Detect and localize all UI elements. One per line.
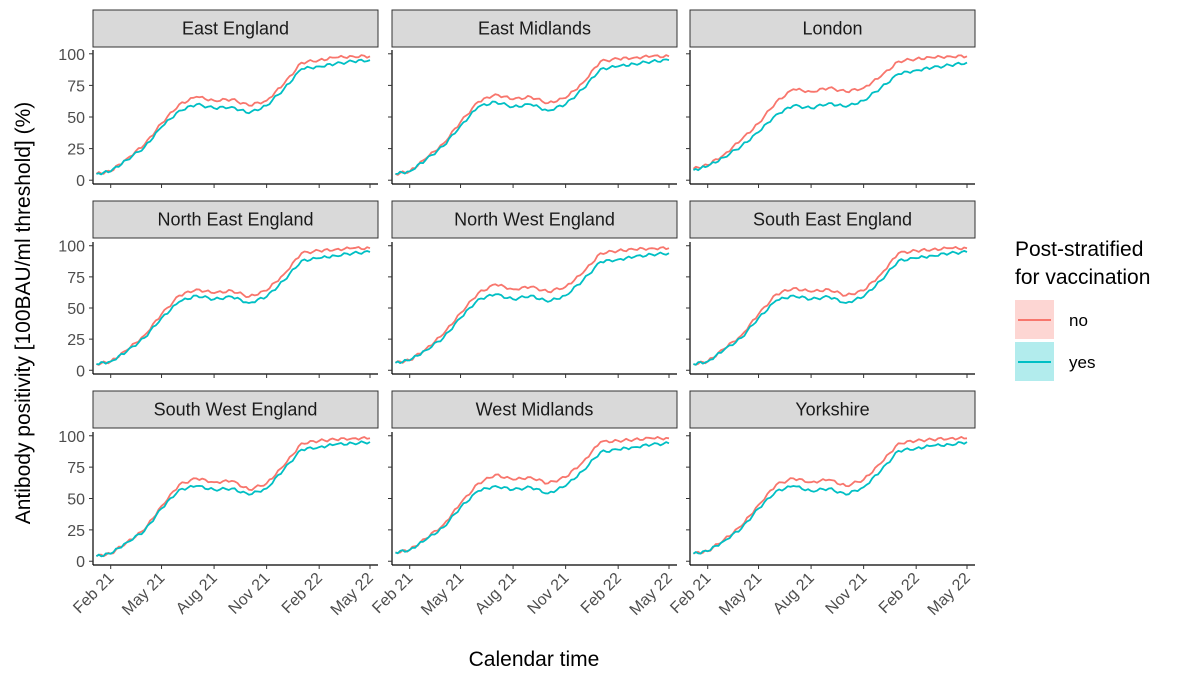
facet-strip-label: East England (182, 19, 289, 39)
series-line-no (692, 436, 968, 555)
y-tick-label: 0 (76, 173, 85, 190)
y-tick-label: 50 (67, 492, 85, 509)
facet-strip-label: West Midlands (476, 400, 594, 420)
y-tick-label: 75 (67, 78, 85, 95)
facet-panels: East England 0 25 50 75 100 East Midlands Londo… (58, 9, 976, 619)
series-line-no (395, 436, 670, 554)
x-tick-label: Feb 22 (279, 570, 326, 617)
facet-panel: South West England 0 25 50 75 100 Feb 21 May 21… (58, 390, 379, 619)
x-tick-label: May 21 (418, 570, 467, 619)
series-line-yes (692, 61, 968, 172)
series-line-no (95, 436, 371, 558)
facet-strip-label: North West England (454, 210, 615, 230)
x-tick-label: May 21 (716, 570, 765, 619)
series-line-no (394, 246, 670, 364)
legend-title: Post-stratified (1015, 238, 1143, 261)
facet-strip (92, 9, 379, 48)
y-tick-label: 25 (67, 523, 85, 540)
facet-strip (92, 390, 379, 429)
y-tick-label: 100 (58, 239, 85, 256)
facet-strip-label: South East England (753, 210, 912, 230)
x-tick-label: Feb 21 (667, 570, 714, 617)
y-axis-title: Antibody positivity [100BAU/ml threshold… (12, 102, 35, 525)
facet-strip (689, 200, 976, 239)
series-line-no (95, 54, 371, 175)
x-tick-label: Feb 22 (578, 570, 625, 617)
y-tick-label: 25 (67, 142, 85, 159)
series-line-no (693, 246, 968, 366)
facet-strip-label: London (802, 19, 862, 39)
x-tick-label: May 21 (119, 570, 168, 619)
facet-strip (689, 9, 976, 48)
facet-panel: North West England (388, 200, 678, 378)
facet-strip (689, 390, 976, 429)
facet-panel: North East England 0 25 50 75 100 (58, 200, 379, 380)
facet-panel: West Midlands Feb 21 May 21 Aug 21 Nov 21 Feb… (369, 390, 678, 619)
facet-strip (92, 200, 379, 239)
x-tick-label: Feb 21 (70, 570, 117, 617)
x-tick-label: May 22 (925, 570, 974, 619)
y-tick-label: 75 (67, 460, 85, 477)
y-tick-label: 75 (67, 270, 85, 287)
y-tick-label: 100 (58, 47, 85, 64)
facet-panel: East Midlands (388, 9, 678, 188)
series-line-yes (394, 251, 670, 364)
series-line-yes (395, 58, 670, 175)
legend-title: for vaccination (1015, 266, 1150, 289)
series-line-no (395, 54, 670, 176)
series-line-yes (692, 441, 968, 555)
facet-strip-label: Yorkshire (795, 400, 869, 420)
facet-panel: Yorkshire Feb 21 May 21 Aug 21 Nov 21 Feb 22 M… (667, 390, 976, 619)
y-tick-label: 50 (67, 301, 85, 318)
x-axis-title: Calendar time (469, 648, 600, 671)
legend: Post-stratified for vaccination no yes (1015, 238, 1150, 381)
series-line-no (96, 246, 371, 366)
facet-panel: East England 0 25 50 75 100 (58, 9, 379, 190)
facet-strip-label: South West England (154, 400, 318, 420)
y-tick-label: 0 (76, 554, 85, 571)
series-line-yes (95, 440, 371, 558)
x-tick-label: Aug 21 (472, 570, 520, 618)
facet-strip-label: East Midlands (478, 19, 591, 39)
series-line-yes (395, 441, 670, 555)
facet-strip (391, 390, 678, 429)
x-tick-label: Nov 21 (525, 570, 573, 618)
x-tick-label: Feb 21 (369, 570, 416, 617)
y-tick-label: 50 (67, 110, 85, 127)
x-tick-label: May 22 (627, 570, 676, 619)
series-line-yes (96, 250, 371, 366)
facet-panel: South East England (686, 200, 976, 378)
facet-strip (391, 200, 678, 239)
y-tick-label: 25 (67, 332, 85, 349)
legend-label-yes: yes (1069, 353, 1095, 372)
x-tick-label: May 22 (328, 570, 377, 619)
x-tick-label: Feb 22 (876, 570, 923, 617)
series-line-yes (693, 250, 968, 366)
x-tick-label: Aug 21 (173, 570, 221, 618)
facet-panel: London (686, 9, 976, 188)
series-line-yes (96, 58, 371, 176)
series-line-no (692, 54, 968, 170)
x-tick-label: Nov 21 (226, 570, 274, 618)
x-tick-label: Nov 21 (823, 570, 871, 618)
x-tick-label: Aug 21 (770, 570, 818, 618)
y-tick-label: 100 (58, 429, 85, 446)
legend-label-no: no (1069, 311, 1088, 330)
facet-strip-label: North East England (157, 210, 313, 230)
facet-strip (391, 9, 678, 48)
y-tick-label: 0 (76, 363, 85, 380)
